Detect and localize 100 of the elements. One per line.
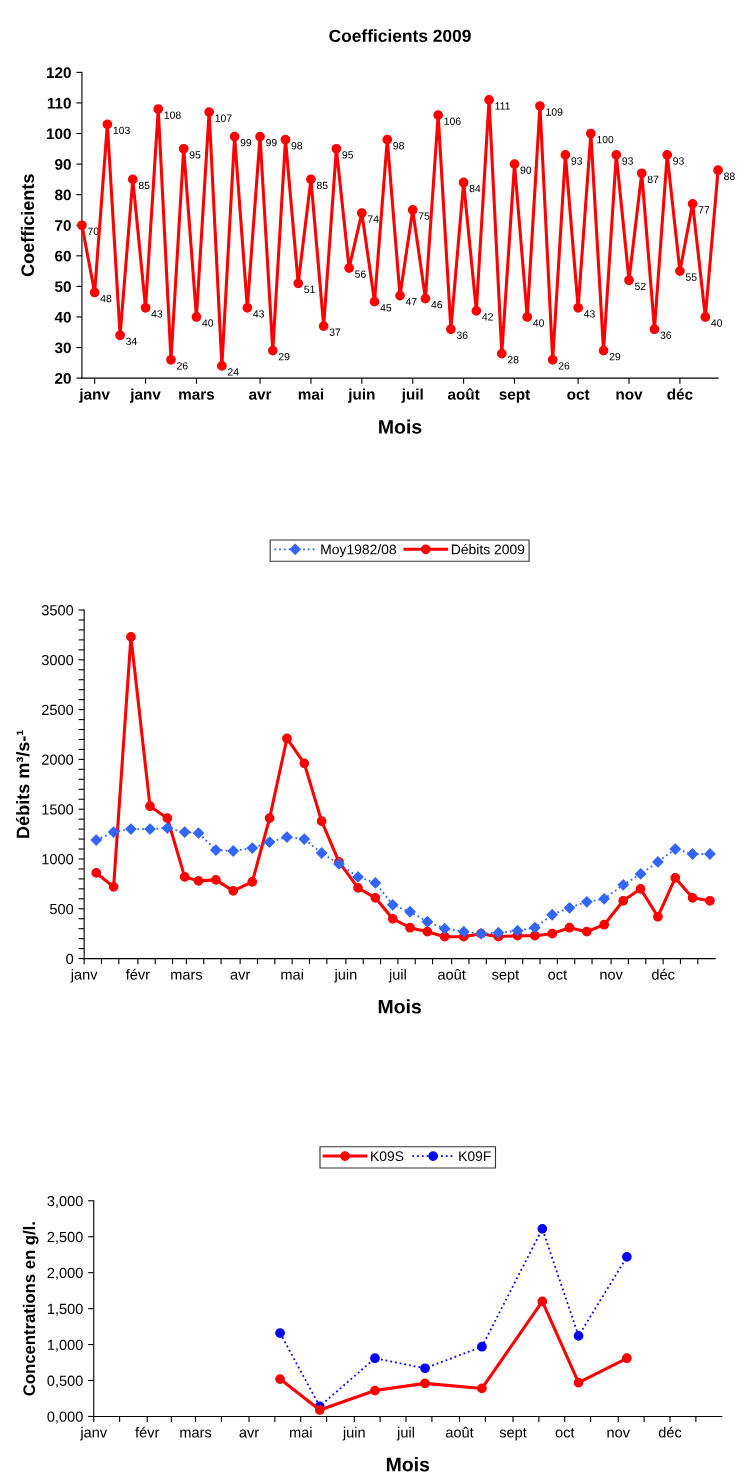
data-label: 43 [253, 310, 264, 318]
y-tick-label: 2500 [42, 704, 74, 716]
x-tick-label: janv [79, 1426, 108, 1441]
x-tick-label: sept [499, 1428, 527, 1441]
data-label: 98 [393, 142, 404, 150]
x-tick-label: juin [342, 1426, 365, 1441]
data-label: 93 [622, 157, 633, 165]
data-label: 106 [444, 117, 461, 125]
y-tick-label: 2000 [42, 754, 74, 765]
x-tick-label: août [438, 968, 466, 980]
y-tick-label: 3000 [41, 654, 74, 666]
data-label: 109 [546, 108, 563, 116]
y-tick-label: 0 [66, 953, 74, 964]
y-tick-label: 1500 [42, 804, 74, 815]
y-tick-label: 2,000 [47, 1267, 83, 1280]
x-tick-label: déc [658, 1426, 682, 1438]
x-tick-label: juil [396, 1426, 414, 1441]
y-tick-label: 0,000 [47, 1411, 83, 1424]
data-label: 24 [227, 368, 239, 376]
x-tick-label: mars [171, 971, 203, 980]
x-tick-label: avr [239, 1429, 259, 1438]
x-tick-label: juil [401, 388, 423, 403]
y-axis-title: Débits m³/s-¹ [15, 730, 30, 838]
data-label: 36 [456, 331, 468, 339]
data-label: 95 [342, 151, 354, 159]
x-axis-title: Mois [378, 999, 421, 1014]
y-tick-label: 60 [55, 250, 71, 262]
y-tick-label: 80 [54, 189, 71, 201]
data-label: 29 [278, 352, 290, 361]
legend-label: Moy1982/08 [321, 544, 397, 558]
y-tick-label: 100 [46, 128, 71, 140]
y-tick-label: 3500 [41, 605, 74, 616]
legend-label: K09S [371, 1151, 404, 1162]
x-tick-label: juin [334, 968, 357, 983]
data-label: 111 [495, 102, 510, 110]
data-label: 26 [558, 362, 570, 370]
data-label: 93 [673, 157, 684, 165]
data-label: 40 [202, 319, 214, 327]
data-label: 55 [685, 273, 697, 281]
y-tick-label: 120 [46, 67, 71, 79]
data-label: 47 [405, 298, 417, 306]
data-label: 29 [609, 352, 621, 361]
y-tick-label: 70 [55, 220, 71, 231]
y-tick-label: 1,000 [47, 1339, 83, 1352]
x-tick-label: nov [616, 391, 643, 400]
x-tick-label: oct [548, 970, 567, 980]
data-label: 107 [215, 114, 232, 122]
x-tick-label: oct [567, 389, 590, 400]
data-label: 45 [380, 304, 392, 312]
y-tick-label: 30 [54, 342, 71, 354]
data-label: 99 [266, 138, 277, 147]
x-tick-label: avr [249, 391, 272, 400]
y-tick-label: 20 [55, 372, 71, 384]
data-label: 46 [431, 300, 443, 309]
data-label: 88 [724, 172, 735, 180]
y-axis-title: Coefficients [20, 174, 35, 277]
data-label: 28 [507, 356, 519, 364]
x-tick-label: oct [555, 1428, 575, 1438]
data-label: 93 [571, 157, 583, 165]
data-label: 95 [189, 151, 201, 159]
x-tick-label: juil [388, 968, 406, 983]
data-label: 74 [367, 215, 379, 223]
x-tick-label: nov [607, 1429, 630, 1438]
x-tick-label: déc [667, 388, 693, 400]
data-label: 40 [711, 319, 723, 327]
y-tick-label: 110 [47, 97, 71, 109]
x-tick-label: janv [130, 388, 161, 403]
y-tick-label: 3,000 [47, 1195, 83, 1208]
data-label: 52 [634, 282, 646, 291]
y-tick-label: 40 [54, 311, 71, 323]
x-tick-label: août [447, 388, 480, 400]
y-tick-label: 500 [49, 903, 74, 915]
data-label: 43 [151, 310, 163, 318]
x-tick-label: mars [179, 391, 215, 400]
data-label: 40 [533, 319, 544, 327]
data-label: 77 [698, 206, 710, 214]
y-tick-label: 50 [54, 281, 71, 293]
x-tick-label: mars [180, 1429, 212, 1438]
data-label: 56 [355, 270, 366, 278]
x-tick-label: sept [499, 389, 531, 403]
x-tick-label: janv [70, 968, 98, 983]
x-tick-label: mai [298, 388, 324, 400]
data-label: 87 [647, 175, 659, 184]
data-label: 100 [597, 135, 614, 144]
data-label: 75 [418, 212, 430, 220]
x-tick-label: nov [600, 971, 623, 980]
data-label: 36 [660, 331, 672, 339]
x-tick-label: févr [125, 968, 150, 980]
x-axis-title: Mois [379, 419, 422, 434]
data-label: 26 [177, 362, 188, 370]
x-tick-label: févr [135, 1426, 160, 1438]
x-tick-label: mai [289, 1426, 312, 1438]
data-label: 90 [520, 166, 532, 174]
legend-label: Débits 2009 [451, 543, 525, 555]
x-tick-label: sept [491, 970, 520, 983]
x-tick-label: janv [79, 388, 110, 403]
x-tick-label: avr [230, 971, 251, 980]
data-label: 43 [583, 310, 595, 318]
data-label: 85 [138, 181, 150, 190]
data-label: 48 [100, 294, 112, 303]
